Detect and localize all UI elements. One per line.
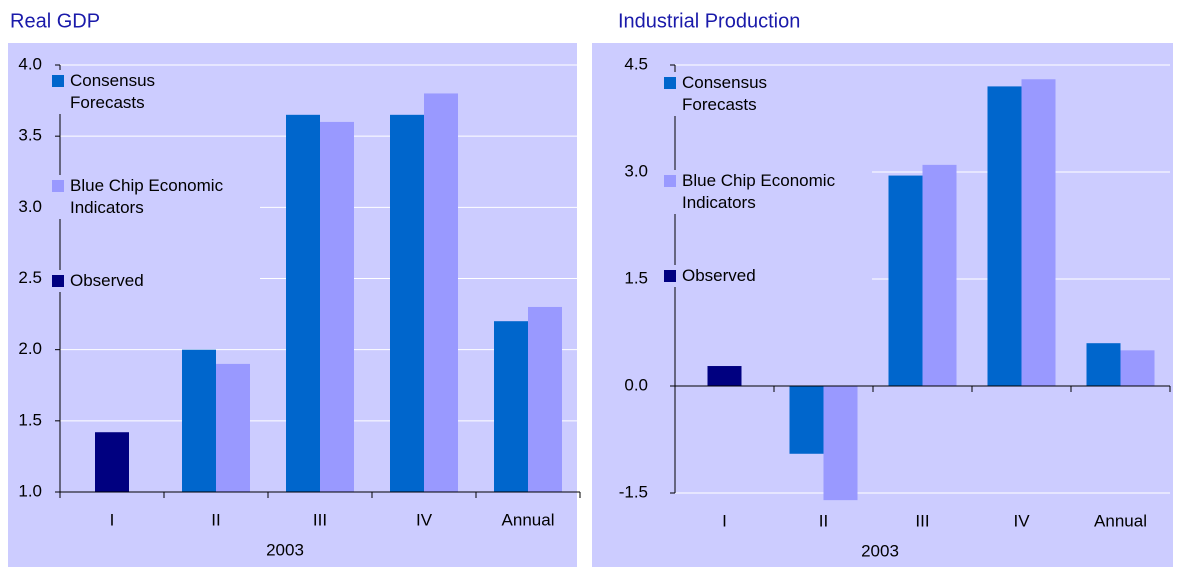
legend-swatch xyxy=(664,270,676,282)
bar xyxy=(987,86,1022,387)
bar xyxy=(216,363,250,492)
x-axis-label: 2003 xyxy=(861,541,899,560)
y-tick-label: 3.0 xyxy=(624,161,648,180)
bar xyxy=(789,386,824,454)
y-tick-label: 4.0 xyxy=(18,54,42,73)
bar xyxy=(922,164,957,386)
x-tick-label: I xyxy=(110,510,115,529)
legend-label: Observed xyxy=(70,271,144,290)
x-tick-label: IV xyxy=(1013,511,1030,530)
chart-title: Industrial Production xyxy=(618,10,800,32)
y-tick-label: 0.0 xyxy=(624,375,648,394)
legend-item: Blue Chip Economic Indicators xyxy=(662,170,872,214)
bar xyxy=(888,175,923,386)
y-tick-label: 4.5 xyxy=(624,54,648,73)
legend-item: Consensus Forecasts xyxy=(50,70,180,114)
panel-background xyxy=(592,43,1173,567)
legend-swatch xyxy=(52,75,64,87)
y-tick-label: 1.5 xyxy=(18,410,42,429)
x-tick-label: Annual xyxy=(1094,511,1147,530)
bar xyxy=(494,321,528,492)
bar xyxy=(320,121,354,492)
y-tick-label: 2.0 xyxy=(18,339,42,358)
legend-label: Blue Chip Economic Indicators xyxy=(70,176,224,217)
y-tick-label: 2.5 xyxy=(18,268,42,287)
legend-label: Blue Chip Economic Indicators xyxy=(682,171,836,212)
legend-item: Observed xyxy=(662,265,872,287)
x-tick-label: II xyxy=(211,510,220,529)
x-tick-label: I xyxy=(722,511,727,530)
legend-item: Consensus Forecasts xyxy=(662,72,792,116)
bar xyxy=(286,114,320,493)
bar xyxy=(707,366,742,386)
x-tick-label: II xyxy=(819,511,828,530)
x-tick-label: Annual xyxy=(502,510,555,529)
bar xyxy=(182,349,216,492)
legend-item: Blue Chip Economic Indicators xyxy=(50,175,260,219)
bar xyxy=(1086,343,1121,386)
y-tick-label: -1.5 xyxy=(619,482,648,501)
y-tick-label: 1.0 xyxy=(18,481,42,500)
y-tick-label: 1.5 xyxy=(624,268,648,287)
legend-swatch xyxy=(664,175,676,187)
y-tick-label: 3.5 xyxy=(18,126,42,145)
legend-label: Observed xyxy=(682,266,756,285)
x-tick-label: IV xyxy=(416,510,433,529)
y-tick-label: 3.0 xyxy=(18,197,42,216)
x-axis-label: 2003 xyxy=(266,540,304,559)
x-tick-label: III xyxy=(313,510,327,529)
legend-swatch xyxy=(52,275,64,287)
bar xyxy=(823,386,858,501)
chart-title: Real GDP xyxy=(10,10,100,32)
bar xyxy=(390,114,424,493)
bar xyxy=(1021,79,1056,387)
legend-swatch xyxy=(664,77,676,89)
bar xyxy=(1120,350,1155,386)
bar xyxy=(424,93,458,492)
legend-swatch xyxy=(52,180,64,192)
legend-label: Consensus Forecasts xyxy=(70,71,156,112)
bar xyxy=(528,306,562,492)
x-tick-label: III xyxy=(915,511,929,530)
bar xyxy=(95,432,129,492)
legend-label: Consensus Forecasts xyxy=(682,73,768,114)
legend-item: Observed xyxy=(50,270,260,292)
